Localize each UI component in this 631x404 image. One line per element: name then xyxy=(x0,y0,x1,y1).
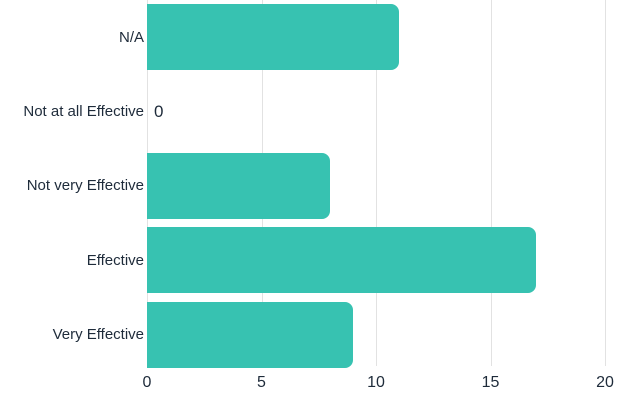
x-tick-label: 0 xyxy=(142,374,152,391)
bar xyxy=(147,4,399,71)
bar xyxy=(147,227,537,294)
bar-row xyxy=(147,298,631,372)
gridline-10 xyxy=(376,0,377,366)
bar-row: 0 xyxy=(147,74,631,148)
x-tick-label: 20 xyxy=(596,374,614,391)
bar-row xyxy=(147,149,631,223)
plot-area: 0 xyxy=(147,0,606,372)
bar xyxy=(147,152,331,219)
bar-row xyxy=(147,223,631,297)
category-label: Not very Effective xyxy=(26,177,144,195)
bar-rows: 0 xyxy=(147,0,631,372)
gridline-15 xyxy=(490,0,492,366)
bar xyxy=(147,301,354,368)
x-tick-label: 15 xyxy=(481,374,500,391)
zero-value-label: 0 xyxy=(154,101,164,121)
category-label: Very Effective xyxy=(52,326,144,344)
x-axis: 0 5 10 15 20 xyxy=(143,372,614,400)
category-label: N/A xyxy=(118,28,144,46)
category-label: Effective xyxy=(86,251,144,269)
x-tick-label: 10 xyxy=(367,374,385,391)
x-tick-label: 5 xyxy=(257,374,266,391)
bar-row xyxy=(147,0,631,74)
category-axis-labels: N/A Not at all Effective Not very Effectiv… xyxy=(0,0,144,372)
category-label: Not at all Effective xyxy=(23,103,144,121)
gridline-20 xyxy=(605,0,606,366)
